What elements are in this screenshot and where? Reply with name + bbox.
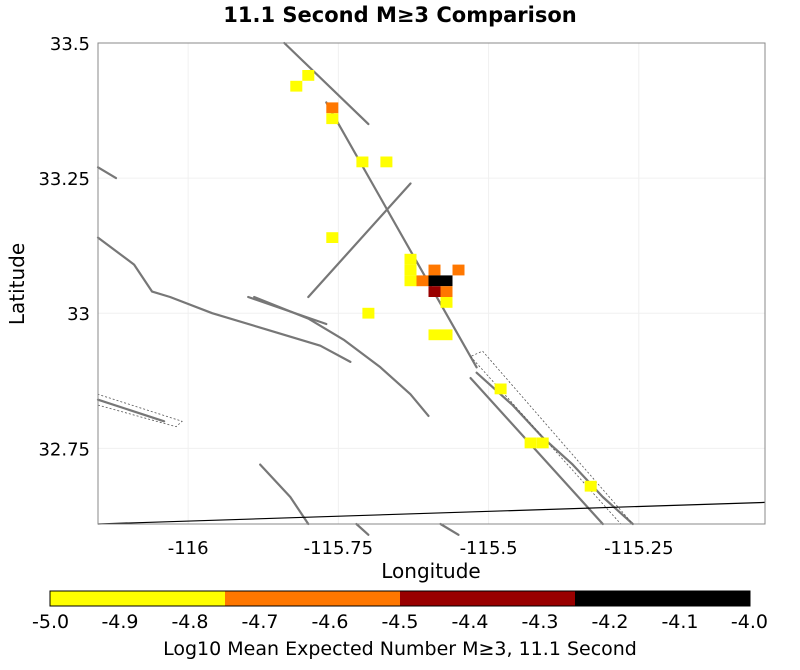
- heatmap-cell: [326, 113, 339, 125]
- colorbar-tick-label: -4.4: [451, 611, 488, 633]
- heatmap-cell: [536, 437, 549, 449]
- colorbar-tick-label: -4.2: [591, 611, 628, 633]
- colorbar-tick-label: -4.7: [241, 611, 278, 633]
- heatmap-cell: [584, 480, 597, 492]
- grid-lines: [98, 42, 765, 524]
- colorbar-bins: [50, 591, 750, 606]
- x-tick-label: -115.25: [604, 538, 673, 559]
- fault-line: [469, 377, 604, 526]
- chart-title: 11.1 Second M≥3 Comparison: [223, 3, 576, 27]
- colorbar-tick-label: -4.8: [171, 611, 208, 633]
- colorbar-frame: [49, 590, 751, 607]
- fault-line: [96, 236, 352, 363]
- heatmap-cells: [290, 70, 597, 492]
- heatmap-cell: [380, 156, 393, 168]
- colorbar-tick-label: -5.0: [32, 611, 69, 633]
- y-tick-label: 33.5: [50, 34, 90, 55]
- colorbar-tick-label: -4.1: [661, 611, 698, 633]
- y-axis-label: Latitude: [5, 243, 29, 325]
- heatmap-cell: [428, 264, 441, 276]
- colorbar-tick-label: -4.0: [731, 611, 768, 633]
- fault-line: [96, 398, 166, 423]
- heatmap-cell: [440, 275, 453, 287]
- colorbar: -5.0 -4.9 -4.8 -4.7 -4.6 -4.5 -4.4 -4.3 -4.2 -4.1…: [32, 590, 768, 660]
- fault-line: [475, 371, 634, 526]
- heatmap-cell: [326, 232, 339, 243]
- fault-line: [355, 522, 370, 536]
- heatmap-cell: [524, 437, 537, 449]
- colorbar-bin: [575, 591, 750, 606]
- heatmap-cell: [290, 80, 303, 92]
- colorbar-tick-label: -4.9: [101, 611, 138, 633]
- heatmap-cell: [416, 275, 429, 287]
- colorbar-bin: [400, 591, 575, 606]
- colorbar-bin: [225, 591, 400, 606]
- y-tick-label: 33.25: [38, 169, 90, 190]
- heatmap-cell: [362, 307, 375, 319]
- heatmap-cell: [494, 383, 507, 395]
- fault-line: [96, 166, 118, 180]
- heatmap-cell: [440, 286, 453, 297]
- x-tick-label: -115.75: [304, 538, 373, 559]
- heatmap-cell: [404, 264, 417, 276]
- heatmap-cell: [440, 297, 453, 308]
- heatmap-cell: [452, 264, 465, 276]
- y-axis-ticks: 33.5 33.25 33 32.75: [38, 34, 90, 460]
- fault-line: [439, 522, 460, 536]
- heatmap-cell: [356, 156, 369, 168]
- heatmap-cell: [428, 275, 441, 287]
- plot-area: [96, 41, 766, 536]
- colorbar-label: Log10 Mean Expected Number M≥3, 11.1 Sec…: [163, 638, 637, 660]
- fault-line: [325, 101, 478, 369]
- heatmap-cell: [428, 329, 441, 341]
- y-tick-label: 32.75: [38, 439, 90, 460]
- fault-line: [283, 41, 370, 126]
- colorbar-tick-label: -4.5: [381, 611, 418, 633]
- fault-line: [307, 182, 412, 299]
- border-line: [97, 501, 766, 525]
- x-axis-label: Longitude: [381, 559, 480, 583]
- x-tick-label: -115.5: [460, 538, 518, 559]
- colorbar-bin: [50, 591, 225, 606]
- x-axis-ticks: -116 -115.75 -115.5 -115.25: [168, 538, 674, 559]
- heatmap-cell: [440, 329, 453, 341]
- plot-frame: [97, 42, 766, 525]
- fault-line: [253, 295, 430, 417]
- heatmap-cell: [302, 70, 315, 81]
- heatmap-cell: [404, 275, 417, 287]
- colorbar-tick-label: -4.3: [521, 611, 558, 633]
- heatmap-cell: [404, 253, 417, 265]
- colorbar-tick-label: -4.6: [311, 611, 348, 633]
- x-tick-label: -116: [168, 538, 209, 559]
- fault-line: [259, 463, 310, 526]
- colorbar-ticks: -5.0 -4.9 -4.8 -4.7 -4.6 -4.5 -4.4 -4.3 -4.2 -4.1…: [32, 611, 768, 633]
- y-tick-label: 33: [67, 304, 90, 325]
- fault-lines: [96, 41, 766, 536]
- heatmap-cell: [326, 102, 339, 114]
- heatmap-cell: [428, 286, 441, 297]
